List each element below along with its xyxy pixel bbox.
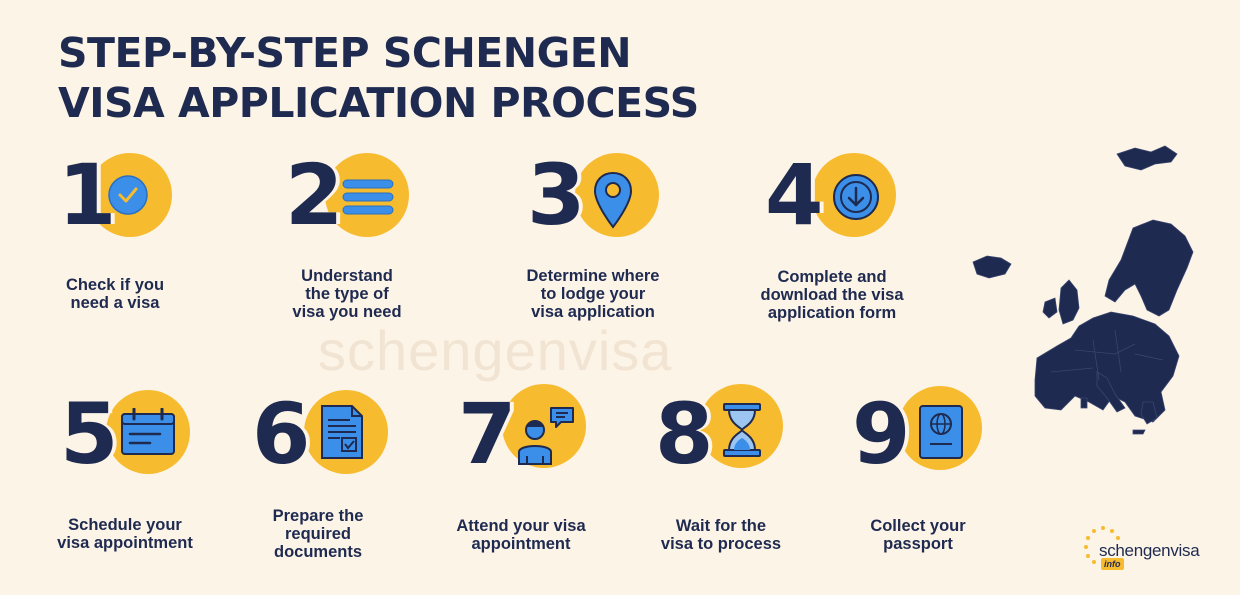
hourglass-icon bbox=[722, 402, 762, 463]
step-number: 9 bbox=[852, 385, 911, 483]
step-number: 7 bbox=[458, 385, 517, 483]
watermark: schengenvisa bbox=[318, 319, 673, 382]
list-icon bbox=[342, 177, 394, 222]
step-number: 3 bbox=[527, 146, 586, 244]
title-line-1: STEP-BY-STEP SCHENGEN bbox=[58, 29, 632, 77]
brand-name: schengenvisa bbox=[1099, 541, 1200, 560]
step-number: 1 bbox=[58, 146, 117, 244]
step-number: 6 bbox=[252, 385, 311, 483]
eu-stars-icon bbox=[1084, 526, 1120, 564]
step-2-label: Understand the type of visa you need bbox=[292, 267, 402, 321]
step-7-label: Attend your visa appointment bbox=[456, 517, 586, 553]
step-number: 8 bbox=[655, 385, 714, 483]
person-speech-icon bbox=[515, 404, 577, 471]
step-8-label: Wait for the visa to process bbox=[660, 517, 782, 553]
location-pin-icon bbox=[593, 171, 633, 234]
title-line-2: VISA APPLICATION PROCESS bbox=[58, 79, 699, 127]
checkmark-icon bbox=[108, 175, 148, 220]
step-number: 2 bbox=[285, 146, 344, 244]
step-3-label: Determine where to lodge your visa appli… bbox=[526, 267, 660, 321]
step-number: 4 bbox=[765, 146, 824, 244]
step-1-label: Check if you need a visa bbox=[65, 276, 165, 312]
document-icon bbox=[320, 404, 364, 465]
brand-tag: info bbox=[1101, 558, 1124, 570]
step-9-label: Collect your passport bbox=[870, 517, 966, 553]
step-6-label: Prepare the required documents bbox=[272, 507, 364, 561]
step-5-label: Schedule your visa appointment bbox=[57, 516, 193, 552]
europe-map bbox=[965, 140, 1215, 445]
step-4-label: Complete and download the visa applicati… bbox=[760, 268, 904, 322]
page-title: STEP-BY-STEP SCHENGEN VISA APPLICATION P… bbox=[58, 28, 699, 128]
download-icon bbox=[832, 173, 880, 226]
calendar-icon bbox=[120, 407, 176, 461]
step-number: 5 bbox=[60, 385, 119, 483]
passport-icon bbox=[918, 404, 964, 465]
